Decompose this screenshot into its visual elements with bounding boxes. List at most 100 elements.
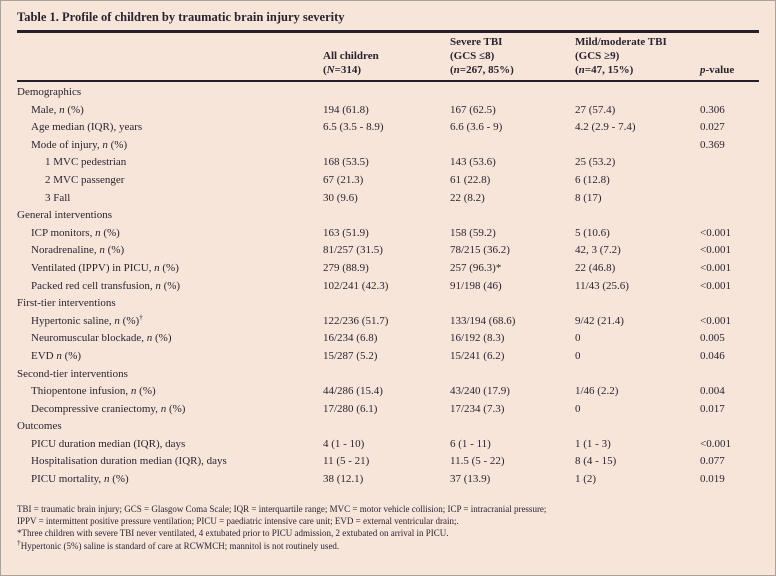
table-row: 2 MVC passenger 67 (21.3) 61 (22.8) 6 (12.8…: [17, 172, 759, 190]
cell-p-value: [700, 295, 759, 313]
cell-severe-tbi: 158 (59.2): [450, 226, 496, 239]
cell-p-value: 0.077: [700, 455, 725, 468]
table-row: Hypertonic saline, n (%)† 122/236 (51.7) 1…: [17, 313, 759, 331]
cell-p-value: [700, 84, 759, 102]
header-line: (n=267, 85%): [450, 63, 514, 76]
cell-p-value: 0.046: [700, 349, 725, 362]
cell-p-value: [700, 154, 759, 172]
cell-all-children: [323, 137, 450, 155]
cell-p-value: 0.306: [700, 103, 725, 116]
cell-all-children: 11 (5 - 21): [323, 455, 370, 468]
section-row: First-tier interventions: [17, 295, 759, 313]
table-footnotes: TBI = traumatic brain injury; GCS = Glas…: [17, 503, 759, 552]
cell-severe-tbi: [450, 418, 575, 436]
row-label: Decompressive craniectomy, n (%): [31, 402, 186, 415]
section-row: Outcomes: [17, 418, 759, 436]
cell-severe-tbi: 6.6 (3.6 - 9): [450, 121, 503, 134]
cell-p-value: 0.369: [700, 138, 725, 151]
cell-severe-tbi: 78/215 (36.2): [450, 244, 510, 257]
table-row: EVD n (%) 15/287 (5.2) 15/241 (6.2) 0 0.046: [17, 348, 759, 366]
table-row: PICU mortality, n (%) 38 (12.1) 37 (13.9) 1…: [17, 471, 759, 489]
cell-all-children: 81/257 (31.5): [323, 244, 383, 257]
row-label: 3 Fall: [45, 191, 71, 204]
header-cell-mild-moderate-tbi: Mild/moderate TBI (GCS ≥9) (n=47, 15%): [575, 35, 700, 77]
cell-severe-tbi: [450, 295, 575, 313]
cell-mild-moderate-tbi: 25 (53.2): [575, 156, 616, 169]
cell-mild-moderate-tbi: 6 (12.8): [575, 173, 610, 186]
table-row: ICP monitors, n (%) 163 (51.9) 158 (59.2) 5…: [17, 225, 759, 243]
cell-all-children: 6.5 (3.5 - 8.9): [323, 121, 384, 134]
cell-mild-moderate-tbi: [575, 137, 700, 155]
cell-p-value: [700, 418, 759, 436]
cell-p-value: <0.001: [700, 314, 731, 327]
header-line: (GCS ≤8): [450, 49, 495, 62]
cell-all-children: 17/280 (6.1): [323, 402, 378, 415]
cell-severe-tbi: 11.5 (5 - 22): [450, 455, 505, 468]
cell-p-value: [700, 172, 759, 190]
header-cell-all-children: All children (N=314): [323, 49, 450, 77]
cell-severe-tbi: 167 (62.5): [450, 103, 496, 116]
cell-all-children: 194 (61.8): [323, 103, 369, 116]
cell-severe-tbi: 17/234 (7.3): [450, 402, 505, 415]
cell-p-value: <0.001: [700, 279, 731, 292]
header-cell-severe-tbi: Severe TBI (GCS ≤8) (n=267, 85%): [450, 35, 575, 77]
cell-severe-tbi: 16/192 (8.3): [450, 332, 505, 345]
header-line: (N=314): [323, 63, 362, 76]
cell-severe-tbi: 61 (22.8): [450, 173, 491, 186]
row-label: EVD n (%): [31, 349, 82, 362]
row-label: Packed red cell transfusion, n (%): [31, 279, 181, 292]
row-label: Thiopentone infusion, n (%): [31, 385, 156, 398]
cell-p-value: [700, 190, 759, 208]
cell-mild-moderate-tbi: 1 (2): [575, 473, 597, 486]
cell-p-value: [700, 366, 759, 384]
cell-all-children: [323, 295, 450, 313]
cell-p-value: 0.019: [700, 473, 725, 486]
row-label: General interventions: [17, 209, 112, 222]
cell-all-children: 15/287 (5.2): [323, 349, 378, 362]
cell-mild-moderate-tbi: 4.2 (2.9 - 7.4): [575, 121, 636, 134]
row-label: 1 MVC pedestrian: [45, 156, 127, 169]
footnote-line: †Hypertonic (5%) saline is standard of c…: [17, 537, 340, 551]
cell-all-children: 38 (12.1): [323, 473, 364, 486]
cell-mild-moderate-tbi: 27 (57.4): [575, 103, 616, 116]
cell-all-children: 67 (21.3): [323, 173, 364, 186]
cell-all-children: 163 (51.9): [323, 226, 369, 239]
header-line: (GCS ≥9): [575, 49, 620, 62]
cell-all-children: [323, 366, 450, 384]
table-row: Hospitalisation duration median (IQR), d…: [17, 453, 759, 471]
table-row: Decompressive craniectomy, n (%) 17/280 (…: [17, 401, 759, 419]
row-label: PICU duration median (IQR), days: [31, 437, 186, 450]
row-label: PICU mortality, n (%): [31, 473, 129, 486]
cell-p-value: 0.005: [700, 332, 725, 345]
footnote-line: TBI = traumatic brain injury; GCS = Glas…: [17, 503, 547, 514]
cell-mild-moderate-tbi: 22 (46.8): [575, 261, 616, 274]
cell-all-children: 30 (9.6): [323, 191, 358, 204]
table-row: 1 MVC pedestrian 168 (53.5) 143 (53.6) 25 (…: [17, 154, 759, 172]
table-header-row: All children (N=314) Severe TBI (GCS ≤8) (n…: [17, 33, 759, 80]
cell-all-children: [323, 207, 450, 225]
cell-mild-moderate-tbi: [575, 295, 700, 313]
row-label: Hypertonic saline, n (%)†: [31, 312, 143, 327]
cell-mild-moderate-tbi: 5 (10.6): [575, 226, 610, 239]
cell-mild-moderate-tbi: [575, 84, 700, 102]
header-rule: [17, 79, 759, 82]
cell-all-children: 102/241 (42.3): [323, 279, 389, 292]
header-cell-p-value: p-value: [700, 63, 759, 77]
cell-all-children: 16/234 (6.8): [323, 332, 378, 345]
cell-severe-tbi: [450, 207, 575, 225]
row-label: Mode of injury, n (%): [31, 138, 128, 151]
cell-all-children: [323, 84, 450, 102]
row-label: Ventilated (IPPV) in PICU, n (%): [31, 261, 179, 274]
row-label: Second-tier interventions: [17, 367, 128, 380]
cell-severe-tbi: 133/194 (68.6): [450, 314, 516, 327]
table-row: 3 Fall 30 (9.6) 22 (8.2) 8 (17): [17, 190, 759, 208]
cell-p-value: <0.001: [700, 244, 731, 257]
header-line: p-value: [700, 63, 735, 76]
cell-severe-tbi: [450, 366, 575, 384]
cell-all-children: 279 (88.9): [323, 261, 369, 274]
table-row: Noradrenaline, n (%) 81/257 (31.5) 78/215 …: [17, 242, 759, 260]
cell-severe-tbi: 43/240 (17.9): [450, 385, 510, 398]
row-label: Neuromuscular blockade, n (%): [31, 332, 172, 345]
table-row: Mode of injury, n (%) 0.369: [17, 137, 759, 155]
section-row: Second-tier interventions: [17, 366, 759, 384]
